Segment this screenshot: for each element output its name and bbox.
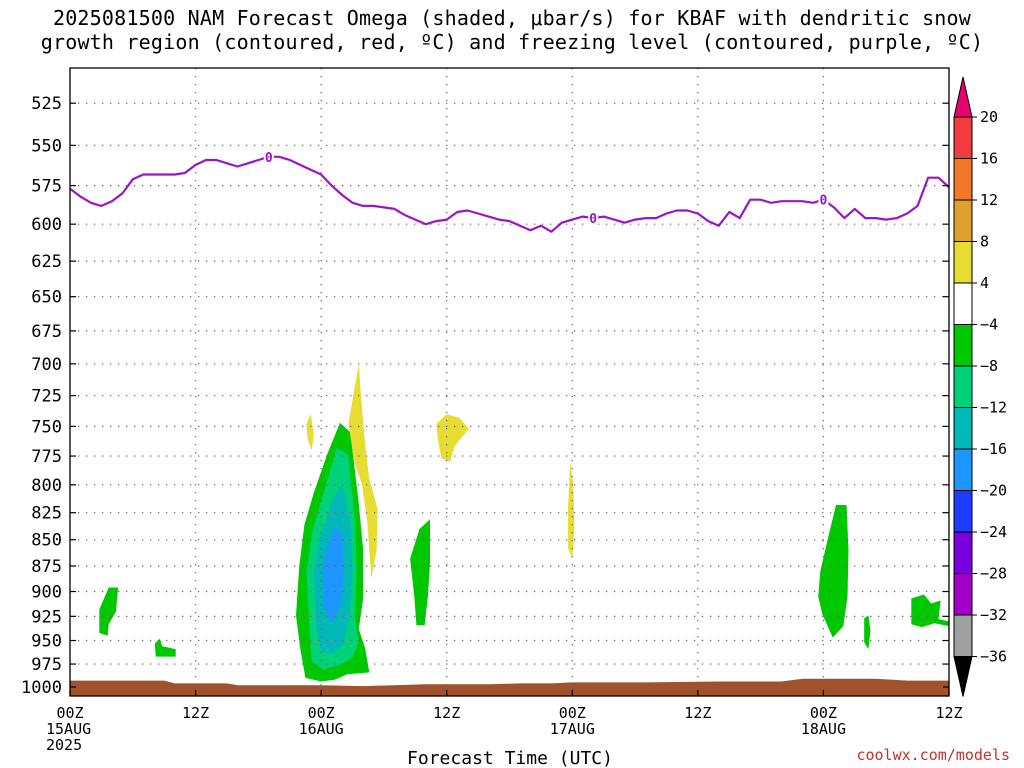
x-tick-label: 00Z [810, 704, 837, 722]
x-tick-label: 00Z [56, 704, 83, 722]
colorbar-label: −32 [980, 606, 1007, 624]
colorbar-swatch [953, 407, 973, 450]
colorbar-label: −24 [980, 523, 1007, 541]
freezing-level-layer: 0 0 0 [69, 149, 950, 233]
omega-region [410, 519, 430, 626]
credit-link[interactable]: coolwx.com/models [856, 746, 1010, 764]
y-tick-label: 650 [31, 288, 62, 308]
y-tick-label: 850 [31, 531, 62, 551]
omega-shading-layer [99, 363, 949, 682]
x-tick-label: 00Z [559, 704, 586, 722]
y-tick-label: 925 [31, 607, 62, 627]
x-tick-label: 12Z [935, 704, 962, 722]
colorbar-label: 20 [980, 108, 998, 126]
x-tick-label: 15AUG [46, 720, 91, 738]
y-tick-label: 875 [31, 557, 62, 577]
colorbar-label: 4 [980, 274, 989, 292]
x-tick-label: 12Z [182, 704, 209, 722]
surface-ground-layer [70, 678, 949, 696]
omega-region [864, 615, 871, 650]
colorbar-label: −28 [980, 565, 1007, 583]
freezing-level-label-bg [818, 192, 829, 207]
colorbar-legend: 20 16 12 8 4 −4 −8 −12 −16 −20 −24 −28 −32 −36 [953, 76, 1007, 697]
x-axis-label: Forecast Time (UTC) [407, 748, 613, 768]
colorbar-swatch [953, 614, 973, 657]
omega-region [436, 414, 469, 462]
omega-region [99, 587, 119, 636]
chart-title-line-1: 2025081500 NAM Forecast Omega (shaded, μ… [52, 6, 972, 30]
y-tick-label: 900 [31, 583, 62, 603]
colorbar-label: −8 [980, 357, 998, 375]
y-tick-label: 800 [31, 476, 62, 496]
omega-region [911, 594, 949, 628]
colorbar-top-arrow [953, 76, 973, 118]
y-tick-label: 550 [31, 136, 62, 156]
freezing-level-line [69, 155, 950, 233]
omega-region [154, 638, 176, 657]
omega-region [306, 414, 314, 451]
colorbar-swatch [953, 573, 973, 616]
y-tick-label: 625 [31, 252, 62, 272]
omega-region [818, 505, 849, 638]
colorbar-label: −20 [980, 482, 1007, 500]
colorbar-label: −36 [980, 648, 1007, 666]
colorbar-label: 16 [980, 150, 998, 168]
colorbar-swatch [953, 116, 973, 159]
y-tick-label: 575 [31, 177, 62, 197]
colorbar-label: −12 [980, 399, 1007, 417]
colorbar-label: −16 [980, 440, 1007, 458]
y-tick-label: 750 [31, 417, 62, 437]
x-tick-label: 18AUG [801, 720, 846, 738]
freezing-level-label: 0 [820, 194, 828, 209]
colorbar-swatch [953, 158, 973, 201]
colorbar-swatch [953, 490, 973, 533]
colorbar-label: 8 [980, 233, 989, 251]
colorbar-label: −4 [980, 316, 998, 334]
omega-region [348, 363, 378, 579]
chart-title-line-2: growth region (contoured, red, ºC) and f… [40, 30, 984, 54]
colorbar-swatch [953, 199, 973, 242]
y-tick-label: 775 [31, 447, 62, 467]
surface-ground-fill [70, 678, 949, 696]
colorbar-swatch [953, 282, 973, 325]
y-tick-label: 825 [31, 504, 62, 524]
colorbar-swatch [953, 324, 973, 367]
y-tick-label: 950 [31, 632, 62, 652]
x-tick-label: 12Z [684, 704, 711, 722]
colorbar-label: 12 [980, 191, 998, 209]
x-tick-label: 12Z [433, 704, 460, 722]
x-tick-label: 00Z [308, 704, 335, 722]
y-tick-label: 725 [31, 387, 62, 407]
colorbar-swatch [953, 448, 973, 491]
freezing-level-label-bg [588, 211, 599, 226]
colorbar-swatch [953, 241, 973, 284]
colorbar-bottom-arrow [953, 656, 973, 697]
y-tick-label: 600 [31, 215, 62, 235]
x-tick-label: 17AUG [550, 720, 595, 738]
y-tick-label: 525 [31, 94, 62, 114]
chart-title: 2025081500 NAM Forecast Omega (shaded, μ… [0, 6, 1024, 54]
y-tick-label: 700 [31, 355, 62, 375]
colorbar-swatch [953, 365, 973, 408]
y-tick-label: 675 [31, 322, 62, 342]
x-tick-label: 16AUG [299, 720, 344, 738]
pressure-axis: 525 550 575 600 625 650 675 700 725 750 775 800 825 8… [21, 94, 949, 698]
y-tick-label: 1000 [21, 678, 62, 698]
plot-frame [69, 67, 950, 697]
freezing-level-label-bg [263, 149, 274, 164]
omega-region [322, 526, 345, 624]
freezing-level-label: 0 [589, 212, 597, 227]
x-tick-label: 2025 [46, 736, 82, 754]
omega-region [568, 461, 575, 559]
y-tick-label: 975 [31, 655, 62, 675]
colorbar-swatch [953, 531, 973, 574]
freezing-level-label: 0 [265, 151, 273, 166]
